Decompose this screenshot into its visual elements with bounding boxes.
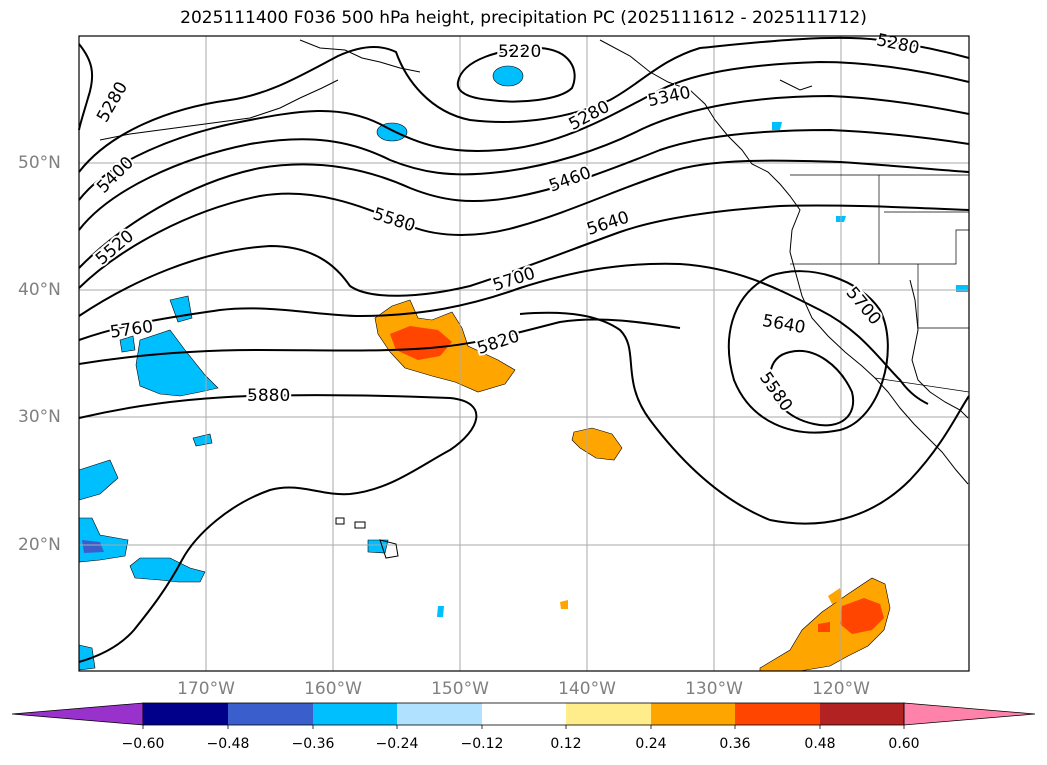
- height-contours: [78, 36, 970, 663]
- contour-label: 5820: [475, 326, 522, 358]
- contour-label: 5640: [584, 207, 631, 239]
- colorbar-segment: [397, 703, 482, 725]
- precip-positive-areas: [374, 299, 891, 672]
- lon-label: 130°W: [685, 679, 743, 699]
- lat-label: 20°N: [18, 535, 61, 555]
- lon-label: 170°W: [177, 679, 235, 699]
- colorbar-tick-label: 0.48: [804, 736, 836, 752]
- lon-label: 150°W: [431, 679, 489, 699]
- colorbar-tick-label: −0.48: [206, 736, 250, 752]
- map-frame: [78, 35, 970, 672]
- contour-label: 5580: [755, 368, 796, 415]
- colorbar-tick-label: −0.24: [375, 736, 419, 752]
- contour-label: 5280: [93, 78, 132, 125]
- colorbar-segment: [228, 703, 313, 725]
- colorbar-segment: [143, 703, 228, 725]
- colorbar-tick-label: −0.12: [460, 736, 504, 752]
- lat-label: 30°N: [18, 407, 61, 427]
- colorbar-segment: [566, 703, 651, 725]
- coastlines: [99, 39, 969, 559]
- contour-label: 5280: [566, 97, 614, 135]
- colorbar-tick-label: 0.12: [550, 736, 582, 752]
- colorbar-tick-label: −0.60: [121, 736, 165, 752]
- lat-label: 40°N: [18, 280, 61, 300]
- colorbar-tick-label: −0.36: [291, 736, 335, 752]
- contour-label: 5640: [761, 311, 807, 338]
- contour-label: 5880: [247, 386, 290, 406]
- colorbar-tick-label: 0.24: [635, 736, 667, 752]
- lon-label: 160°W: [304, 679, 362, 699]
- colorbar: [11, 702, 1036, 729]
- lon-label: 120°W: [812, 679, 870, 699]
- colorbar-extend-high: [903, 702, 1036, 726]
- state-borders: [790, 174, 970, 393]
- colorbar-extend-low: [11, 702, 144, 726]
- contour-label: 5340: [646, 83, 692, 112]
- colorbar-segment: [313, 703, 397, 725]
- map-title: 2025111400 F036 500 hPa height, precipit…: [180, 8, 867, 28]
- lat-label: 50°N: [18, 153, 61, 173]
- colorbar-tick-label: 0.36: [719, 736, 751, 752]
- colorbar-segment: [482, 703, 566, 725]
- contour-label: 5280: [875, 30, 921, 59]
- lon-label: 140°W: [558, 679, 616, 699]
- contour-label: 5220: [498, 42, 541, 62]
- contour-label: 5580: [370, 204, 417, 236]
- colorbar-tick-label: 0.60: [888, 736, 920, 752]
- colorbar-segment: [651, 703, 735, 725]
- colorbar-segment: [735, 703, 820, 725]
- graticule: [79, 36, 969, 671]
- colorbar-segment: [820, 703, 904, 725]
